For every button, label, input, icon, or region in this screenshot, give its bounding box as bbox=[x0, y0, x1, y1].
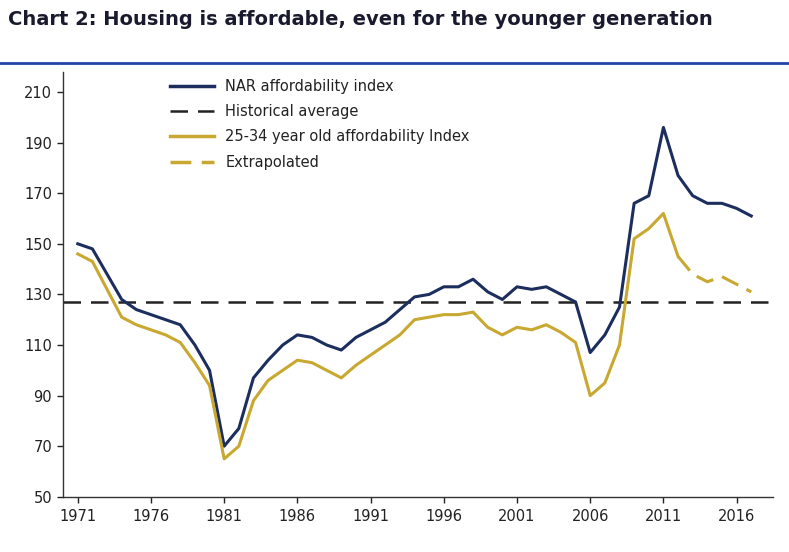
Legend: NAR affordability index, Historical average, 25-34 year old affordability Index,: NAR affordability index, Historical aver… bbox=[170, 79, 469, 169]
Text: Chart 2: Housing is affordable, even for the younger generation: Chart 2: Housing is affordable, even for… bbox=[8, 10, 712, 29]
